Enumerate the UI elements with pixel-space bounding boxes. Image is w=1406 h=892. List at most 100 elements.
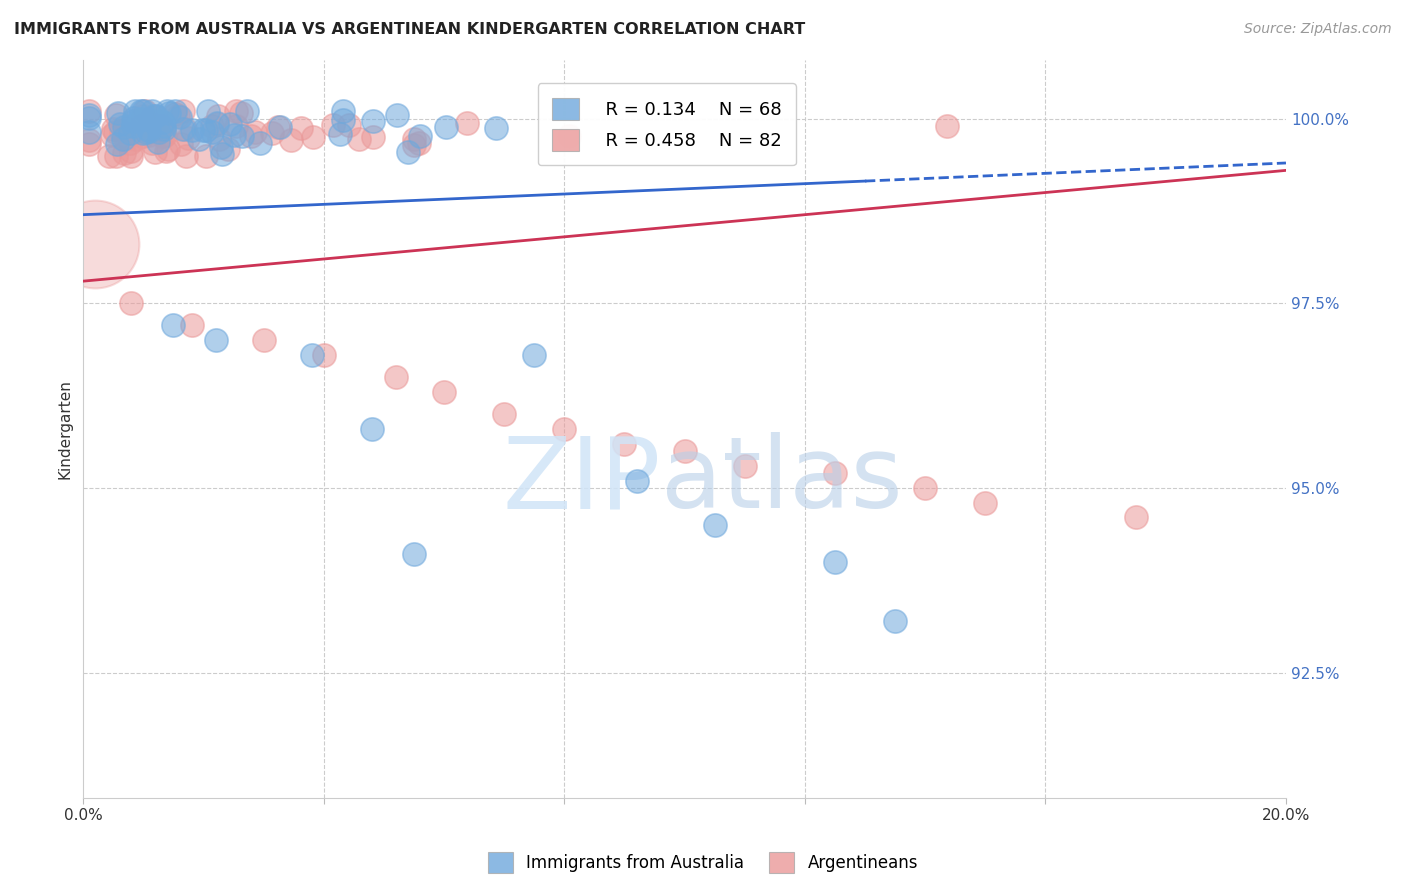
Point [103,125,125,139]
Point [152,122,174,136]
Point [194,148,217,162]
Point [149,121,172,136]
Point [936,119,959,133]
Point [166,109,188,123]
Point [229,106,252,120]
Point [402,131,425,145]
Point [121,127,143,141]
Text: ZIP: ZIP [502,432,661,529]
Point [558,129,581,144]
Point [105,136,128,151]
Point [197,104,219,119]
Point [141,136,163,150]
Point [205,116,228,130]
Point [142,109,165,123]
Point [180,318,202,333]
Point [456,115,478,129]
Point [131,109,153,123]
Point [122,113,145,128]
Point [79,137,101,152]
Point [433,384,456,399]
Point [974,496,997,510]
Point [120,296,142,310]
Point [141,104,163,119]
Text: IMMIGRANTS FROM AUSTRALIA VS ARGENTINEAN KINDERGARTEN CORRELATION CHART: IMMIGRANTS FROM AUSTRALIA VS ARGENTINEAN… [14,22,806,37]
Point [408,136,430,150]
Point [120,126,142,140]
Point [79,133,101,147]
Point [145,109,167,123]
Point [138,128,160,142]
Point [101,122,124,136]
Point [231,128,253,143]
Point [79,111,101,125]
Point [172,104,194,119]
Point [626,474,648,488]
Point [115,121,138,136]
Point [177,131,200,145]
Point [152,119,174,133]
Point [143,145,166,160]
Point [302,130,325,145]
Point [139,113,162,128]
Point [129,104,152,119]
Point [107,106,129,120]
Point [613,436,636,450]
Point [267,120,290,134]
Point [402,547,425,561]
Point [162,318,184,333]
Point [217,142,239,156]
Point [225,104,247,119]
Point [253,333,276,347]
Point [114,130,136,145]
Point [84,237,107,252]
Point [79,108,101,122]
Point [301,348,323,362]
Point [884,614,907,628]
Y-axis label: Kindergarten: Kindergarten [58,379,72,479]
Legend:   R = 0.134    N = 68,   R = 0.458    N = 82: R = 0.134 N = 68, R = 0.458 N = 82 [537,83,796,165]
Point [361,130,384,145]
Point [125,132,148,146]
Point [347,132,370,146]
Point [218,117,240,131]
Point [131,104,153,119]
Point [385,370,408,384]
Point [169,136,191,151]
Point [108,118,131,132]
Point [120,136,142,150]
Point [172,122,194,136]
Point [134,104,156,119]
Point [361,114,384,128]
Point [434,120,457,135]
Point [485,120,508,135]
Point [409,128,432,143]
Point [280,133,302,147]
Point [165,104,187,119]
Point [269,120,291,135]
Point [110,123,132,137]
Point [141,110,163,124]
Point [121,120,143,134]
Point [150,120,173,134]
Point [734,458,756,473]
Point [188,132,211,146]
Point [329,128,352,142]
Point [195,123,218,137]
Point [249,136,271,151]
Point [209,140,232,154]
Legend: Immigrants from Australia, Argentineans: Immigrants from Australia, Argentineans [481,846,925,880]
Point [132,129,155,144]
Point [174,148,197,162]
Point [112,120,135,134]
Point [361,422,384,436]
Point [163,107,186,121]
Point [101,128,124,143]
Point [207,109,229,123]
Point [290,121,312,136]
Point [239,129,262,144]
Point [191,123,214,137]
Point [148,135,170,149]
Point [332,112,354,127]
Point [824,466,846,480]
